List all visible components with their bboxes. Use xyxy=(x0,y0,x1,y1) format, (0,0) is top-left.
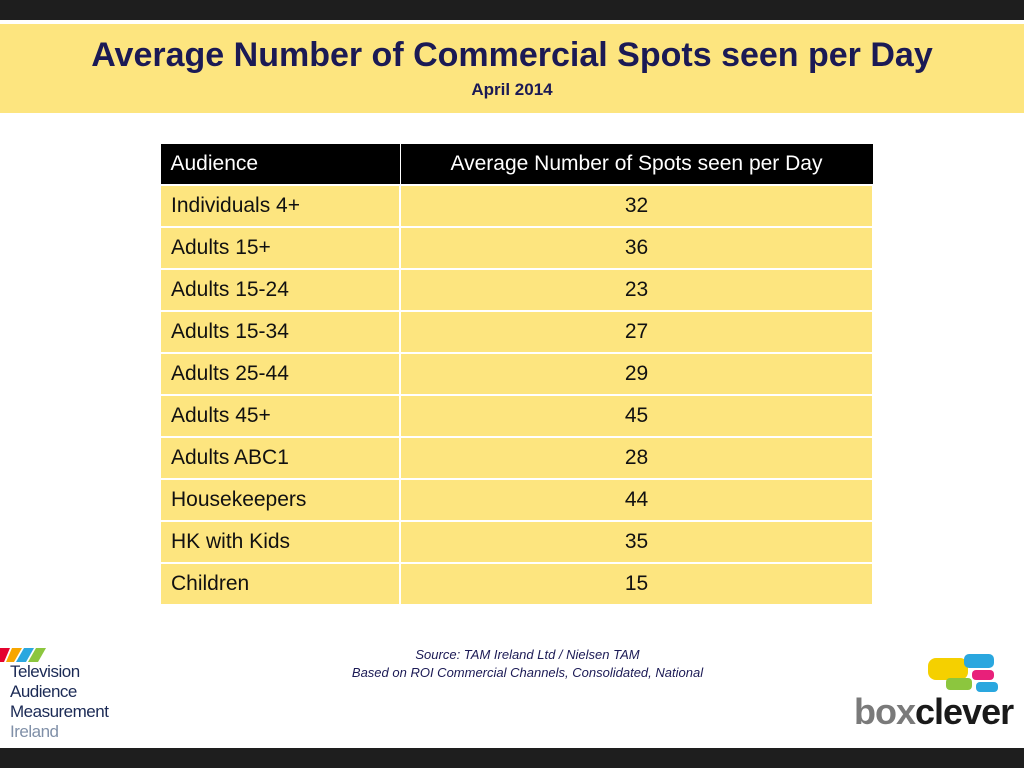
tam-color-stripes-icon xyxy=(0,648,46,662)
column-header-audience: Audience xyxy=(159,143,401,186)
table-row: Adults 45+ 45 xyxy=(159,394,874,438)
column-header-spots: Average Number of Spots seen per Day xyxy=(399,143,874,186)
audience-cell: Adults 45+ xyxy=(159,394,401,438)
table-row: Housekeepers 44 xyxy=(159,478,874,522)
tam-wordmark: Television Audience Measurement Ireland xyxy=(10,662,109,742)
boxclever-part1: box xyxy=(854,691,916,732)
table-row: Adults ABC1 28 xyxy=(159,436,874,480)
tam-word: Audience xyxy=(10,682,77,701)
table-row: Adults 15+ 36 xyxy=(159,226,874,270)
table-row: Adults 15-24 23 xyxy=(159,268,874,312)
audience-cell: Adults 15+ xyxy=(159,226,401,270)
audience-cell: Adults 15-34 xyxy=(159,310,401,354)
spots-cell: 15 xyxy=(399,562,874,606)
boxclever-logo: boxclever xyxy=(850,652,1014,738)
spots-cell: 23 xyxy=(399,268,874,312)
spots-cell: 35 xyxy=(399,520,874,564)
table-row: Children 15 xyxy=(159,562,874,606)
table-header-row: Audience Average Number of Spots seen pe… xyxy=(159,143,874,186)
boxclever-part2: clever xyxy=(915,691,1014,732)
audience-cell: Housekeepers xyxy=(159,478,401,522)
boxclever-wordmark: boxclever xyxy=(854,691,1014,732)
spots-cell: 27 xyxy=(399,310,874,354)
spots-cell: 28 xyxy=(399,436,874,480)
top-bar xyxy=(0,0,1024,20)
speech-bubbles-icon xyxy=(928,654,998,692)
spots-table: Audience Average Number of Spots seen pe… xyxy=(159,143,874,606)
audience-cell: Adults ABC1 xyxy=(159,436,401,480)
table-row: HK with Kids 35 xyxy=(159,520,874,564)
spots-cell: 32 xyxy=(399,184,874,228)
audience-cell: HK with Kids xyxy=(159,520,401,564)
bottom-bar xyxy=(0,748,1024,768)
source-note: Source: TAM Ireland Ltd / Nielsen TAM Ba… xyxy=(300,646,755,682)
title-band: Average Number of Commercial Spots seen … xyxy=(0,24,1024,113)
tam-word: Measurement xyxy=(10,702,109,721)
table-row: Adults 25-44 29 xyxy=(159,352,874,396)
tam-word: Television xyxy=(10,662,80,681)
spots-cell: 45 xyxy=(399,394,874,438)
page-title: Average Number of Commercial Spots seen … xyxy=(91,36,933,74)
spots-cell: 29 xyxy=(399,352,874,396)
audience-cell: Adults 15-24 xyxy=(159,268,401,312)
basis-line: Based on ROI Commercial Channels, Consol… xyxy=(351,665,704,680)
audience-cell: Children xyxy=(159,562,401,606)
table-row: Individuals 4+ 32 xyxy=(159,184,874,228)
spots-cell: 44 xyxy=(399,478,874,522)
source-line: Source: TAM Ireland Ltd / Nielsen TAM xyxy=(415,647,640,662)
audience-cell: Adults 25-44 xyxy=(159,352,401,396)
page-subtitle: April 2014 xyxy=(471,80,553,99)
tam-ireland-logo: Television Audience Measurement Ireland xyxy=(0,648,120,744)
tam-word: Ireland xyxy=(10,722,59,741)
spots-cell: 36 xyxy=(399,226,874,270)
table-row: Adults 15-34 27 xyxy=(159,310,874,354)
audience-cell: Individuals 4+ xyxy=(159,184,401,228)
